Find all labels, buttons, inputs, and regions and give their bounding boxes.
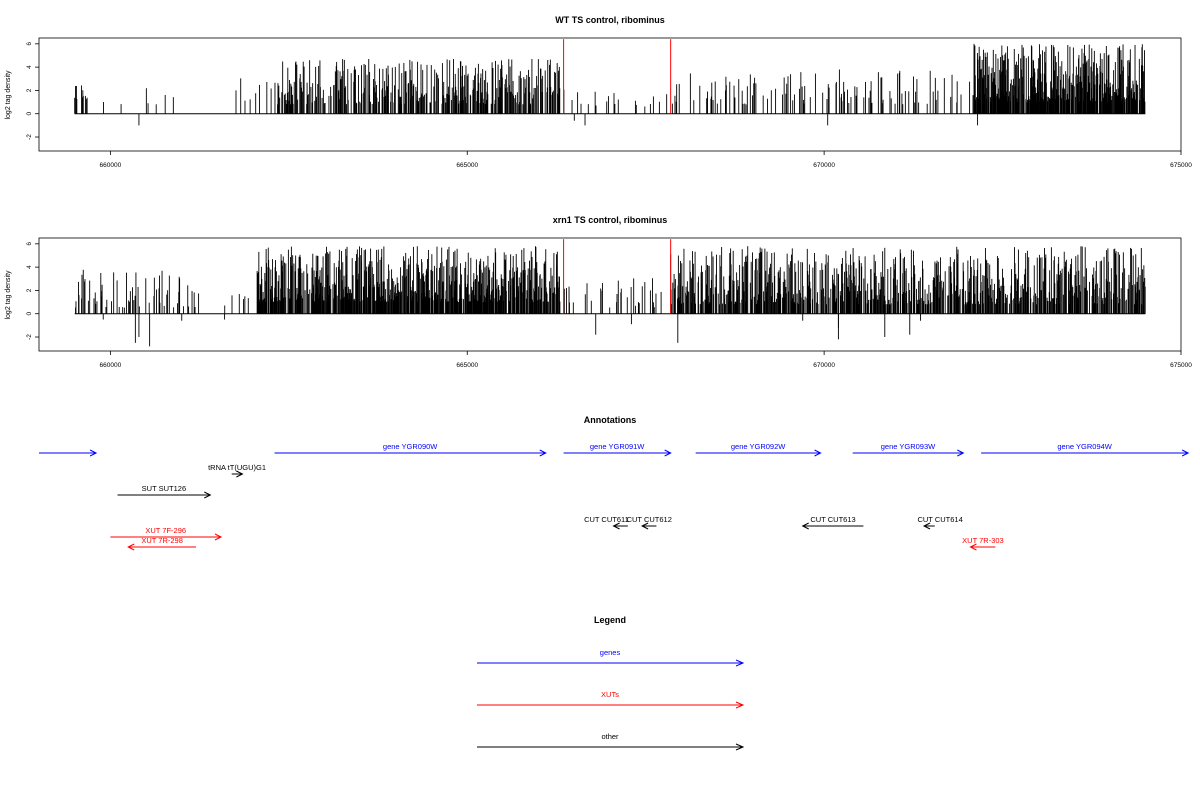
feature-arrow-head <box>814 449 822 457</box>
feature-label: XUT 7R-303 <box>962 536 1004 545</box>
feature-label: CUT CUT612 <box>627 515 672 524</box>
wt-track-panel: WT TS control, ribominus log2 tag densit… <box>5 15 1192 169</box>
legend-entries: genes XUTs other <box>477 648 745 751</box>
feature-arrow-head <box>664 449 672 457</box>
feature-arrow-head <box>612 522 620 530</box>
x-tick-label: 675000 <box>1170 162 1192 169</box>
legend-label: genes <box>600 648 621 657</box>
feature-label: XUT 7F-296 <box>145 526 186 535</box>
legend-panel: Legend genes XUTs other <box>477 615 745 751</box>
feature-arrow-head <box>957 449 965 457</box>
x-tick-label: 660000 <box>100 162 122 169</box>
feature-label: gene YGR090W <box>383 442 438 451</box>
feature-arrow-head <box>539 449 547 457</box>
wt-track-bars <box>74 39 1146 126</box>
legend-title: Legend <box>594 615 626 625</box>
y-tick-label: 2 <box>26 88 33 92</box>
y-tick-label: -2 <box>26 134 33 140</box>
x-tick-label: 675000 <box>1170 362 1192 369</box>
feature-label: gene YGR092W <box>731 442 786 451</box>
xrn1-track-axes: -2 0 2 4 6 660000 665000 670000 675000 <box>26 242 1192 369</box>
feature-label: gene YGR091W <box>590 442 645 451</box>
x-tick-label: 660000 <box>100 362 122 369</box>
feature-label: gene YGR093W <box>881 442 936 451</box>
feature-arrow-head <box>127 543 135 551</box>
x-tick-label: 670000 <box>813 162 835 169</box>
wt-track-ylabel: log2 tag density <box>5 70 12 120</box>
feature-arrow-head <box>641 522 649 530</box>
annotation-panel: Annotations gene YGR090W gene YGR091W gene… <box>39 415 1190 551</box>
legend-arrow-head <box>735 701 745 709</box>
legend-arrow-head <box>735 743 745 751</box>
y-tick-label: 2 <box>26 288 33 292</box>
legend-arrow-head <box>735 659 745 667</box>
feature-arrow-head <box>236 470 244 478</box>
wt-track-axes: -2 0 2 4 6 660000 665000 670000 675000 <box>26 42 1192 169</box>
feature-label: gene YGR094W <box>1057 442 1112 451</box>
feature-label: CUT CUT611 <box>584 515 629 524</box>
feature-label: XUT 7R-298 <box>141 536 183 545</box>
feature-arrow-head <box>969 543 977 551</box>
xrn1-track-panel: xrn1 TS control, ribominus log2 tag dens… <box>5 215 1192 369</box>
y-tick-label: 4 <box>26 65 33 69</box>
y-tick-label: 6 <box>26 42 33 46</box>
wt-track-frame <box>38 37 1182 152</box>
y-tick-label: -2 <box>26 334 33 340</box>
feature-arrow-head <box>89 449 98 457</box>
xrn1-track-frame <box>38 237 1182 352</box>
feature-arrow-head <box>801 522 809 530</box>
feature-label: CUT CUT614 <box>917 515 962 524</box>
feature-arrow-head <box>204 491 212 499</box>
y-tick-label: 6 <box>26 242 33 246</box>
x-tick-label: 670000 <box>813 362 835 369</box>
feature-label: tRNA tT(UGU)G1 <box>208 463 266 472</box>
legend-label: other <box>601 732 619 741</box>
y-tick-label: 4 <box>26 265 33 269</box>
x-tick-label: 665000 <box>456 162 478 169</box>
y-tick-label: 0 <box>26 312 33 316</box>
feature-arrow-head <box>922 522 931 530</box>
feature-label: SUT SUT126 <box>142 484 186 493</box>
legend-label: XUTs <box>601 690 619 699</box>
xrn1-track-title: xrn1 TS control, ribominus <box>553 215 668 225</box>
wt-track-title: WT TS control, ribominus <box>555 15 665 25</box>
annotations-title: Annotations <box>584 415 637 425</box>
feature-label: CUT CUT613 <box>810 515 855 524</box>
feature-arrow-head <box>214 533 223 541</box>
xrn1-track-ylabel: log2 tag density <box>5 270 12 320</box>
annotation-features: gene YGR090W gene YGR091W gene YGR092W gene… <box>39 442 1190 551</box>
y-tick-label: 0 <box>26 112 33 116</box>
x-tick-label: 665000 <box>456 362 478 369</box>
xrn1-track-bars <box>74 239 1146 347</box>
feature-arrow-head <box>1181 449 1190 457</box>
